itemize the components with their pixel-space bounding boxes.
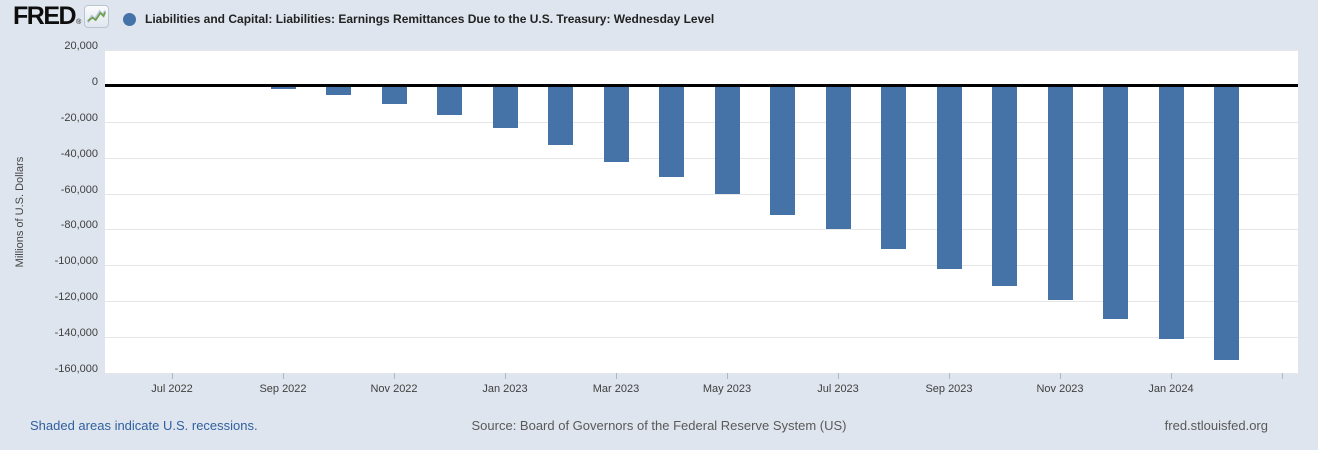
y-axis-tick-label: -160,000 xyxy=(54,363,98,375)
bar-jun-2023[interactable] xyxy=(770,85,795,216)
bar-feb-2023[interactable] xyxy=(548,85,573,146)
bar-feb-2024[interactable] xyxy=(1214,85,1239,361)
chart-title: Liabilities and Capital: Liabilities: Ea… xyxy=(145,12,715,26)
gridline xyxy=(105,301,1298,302)
gridline xyxy=(105,265,1298,266)
fred-logo[interactable]: FRED ® xyxy=(13,2,110,30)
bar-dec-2023[interactable] xyxy=(1103,85,1128,320)
bar-nov-2023[interactable] xyxy=(1047,85,1073,301)
x-axis-tick-label: Jan 2023 xyxy=(482,383,528,395)
x-axis-tick-label: Jan 2024 xyxy=(1148,383,1194,395)
y-axis-tick-label: -40,000 xyxy=(60,148,98,160)
x-axis-tick-label: Mar 2023 xyxy=(592,383,640,395)
recessions-note-link[interactable]: Shaded areas indicate U.S. recessions. xyxy=(30,418,258,433)
gridline xyxy=(105,194,1298,195)
gridline xyxy=(105,122,1298,123)
x-axis-tick xyxy=(1171,373,1172,379)
y-axis-tick-label: -120,000 xyxy=(54,291,98,303)
x-axis-tick-label: Sep 2023 xyxy=(925,383,973,395)
x-axis-tick xyxy=(727,373,728,379)
x-axis-tick-label: Nov 2023 xyxy=(1036,383,1084,395)
fred-site-link[interactable]: fred.stlouisfed.org xyxy=(1164,418,1268,433)
bar-sep-2023[interactable] xyxy=(936,85,962,269)
y-axis-tick-label: -20,000 xyxy=(60,112,98,124)
x-axis-tick xyxy=(505,373,506,379)
bar-mar-2023[interactable] xyxy=(603,85,629,163)
registered-trademark: ® xyxy=(76,19,82,26)
x-axis-tick-label: May 2023 xyxy=(702,383,752,395)
plot-area xyxy=(105,50,1298,374)
zero-axis-line xyxy=(105,84,1298,88)
chart-header: FRED ® Liabilities and Capital: Liabilit… xyxy=(0,0,1318,40)
fred-logo-text: FRED xyxy=(13,2,77,30)
gridline xyxy=(105,229,1298,230)
bar-oct-2022[interactable] xyxy=(326,85,351,95)
bar-sep-2022[interactable] xyxy=(270,85,296,90)
x-axis-tick-label: Nov 2022 xyxy=(370,383,418,395)
bar-nov-2022[interactable] xyxy=(381,85,407,104)
y-axis-tick-label: -140,000 xyxy=(54,327,98,339)
x-axis-tick-label: Sep 2022 xyxy=(259,383,307,395)
bar-may-2023[interactable] xyxy=(714,85,740,195)
x-axis-tick xyxy=(1282,373,1283,379)
y-axis-tick-label: -60,000 xyxy=(60,184,98,196)
y-axis-tick-label: -100,000 xyxy=(54,255,98,267)
gridline xyxy=(105,50,1298,51)
x-axis-tick xyxy=(1060,373,1061,379)
fred-logo-chart-icon xyxy=(84,5,110,28)
bar-jan-2024[interactable] xyxy=(1158,85,1184,339)
y-axis-tick-label: 20,000 xyxy=(64,40,98,52)
bar-jan-2023[interactable] xyxy=(492,85,518,129)
x-axis-tick xyxy=(283,373,284,379)
source-note: Source: Board of Governors of the Federa… xyxy=(471,418,847,433)
x-axis-tick xyxy=(838,373,839,379)
y-axis-tick-label: 0 xyxy=(91,76,98,88)
y-axis-tick-label: -80,000 xyxy=(60,219,98,231)
x-axis-tick xyxy=(394,373,395,379)
chart-footer: Shaded areas indicate U.S. recessions. S… xyxy=(0,416,1318,436)
x-axis-tick-label: Jul 2023 xyxy=(817,383,859,395)
x-axis-tick xyxy=(172,373,173,379)
bar-jul-2023[interactable] xyxy=(825,85,851,230)
gridline xyxy=(105,337,1298,338)
series-legend-marker-icon[interactable] xyxy=(123,13,136,26)
bar-dec-2022[interactable] xyxy=(437,85,462,115)
bar-apr-2023[interactable] xyxy=(659,85,684,178)
x-axis-tick xyxy=(949,373,950,379)
x-axis-tick-label: Jul 2022 xyxy=(151,383,193,395)
gridline xyxy=(105,158,1298,159)
x-axis-tick xyxy=(616,373,617,379)
bar-aug-2023[interactable] xyxy=(881,85,906,250)
gridline xyxy=(105,373,1298,374)
bar-oct-2023[interactable] xyxy=(992,85,1017,286)
